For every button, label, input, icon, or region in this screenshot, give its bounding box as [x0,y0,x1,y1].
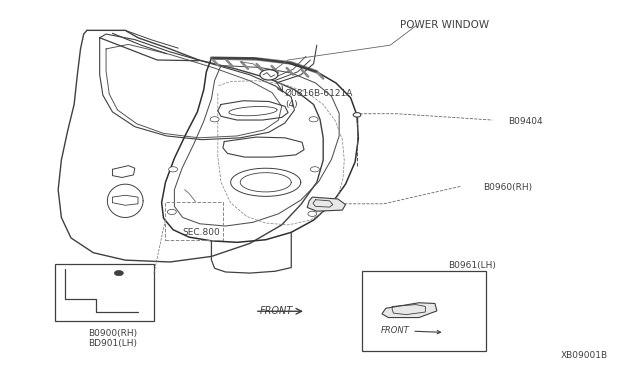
Text: FRONT: FRONT [381,326,440,335]
Circle shape [169,167,177,172]
Circle shape [168,209,176,215]
Circle shape [353,113,361,117]
Polygon shape [307,197,346,211]
Circle shape [260,70,278,80]
Text: B0961(LH): B0961(LH) [448,261,495,270]
Text: XB09001B: XB09001B [560,351,607,360]
Bar [362,271,486,351]
Text: FRONT: FRONT [260,306,293,316]
Circle shape [308,211,317,217]
Text: B0960(RH): B0960(RH) [483,183,532,192]
Bar [55,264,154,321]
Circle shape [310,167,319,172]
Circle shape [210,117,219,122]
Text: B09404: B09404 [508,117,543,126]
Polygon shape [382,303,437,318]
Text: SEC.800: SEC.800 [182,228,220,237]
Text: B0900(RH)
BD901(LH): B0900(RH) BD901(LH) [88,329,137,348]
Circle shape [115,270,124,276]
Text: POWER WINDOW: POWER WINDOW [400,20,489,30]
Circle shape [309,117,318,122]
Text: Ø0816B-6121A
(4): Ø0816B-6121A (4) [285,89,353,109]
